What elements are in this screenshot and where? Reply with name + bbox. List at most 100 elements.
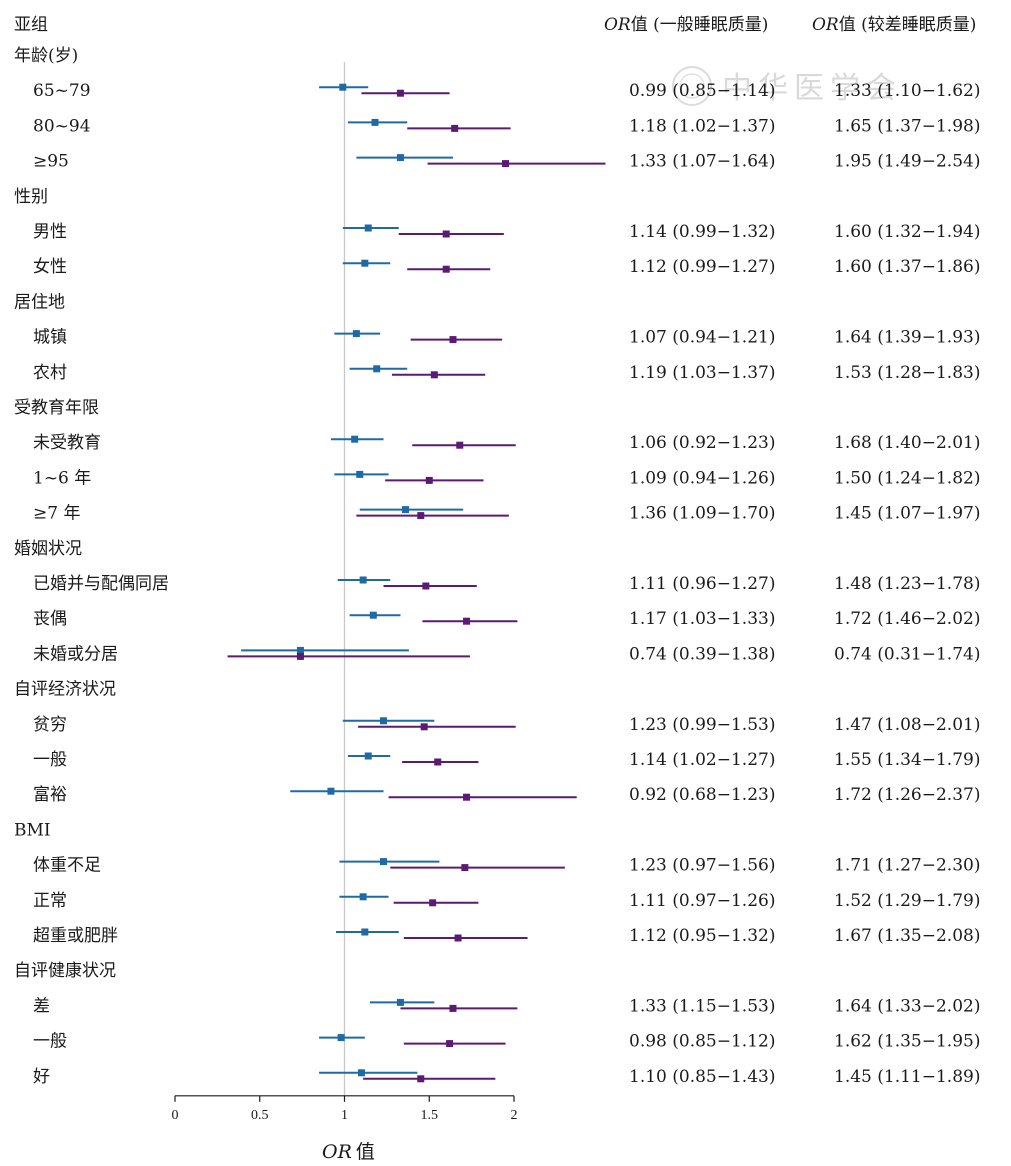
or-poor-header-prefix: OR: [812, 15, 839, 35]
x-tick-label: 0: [172, 1108, 179, 1123]
or-general-header-prefix: OR: [604, 15, 631, 35]
point-general: [361, 259, 369, 267]
point-poor: [463, 793, 471, 801]
group-title: 居住地: [14, 292, 65, 312]
or-general-header: OR值 (一般睡眠质量): [604, 15, 768, 35]
row-label: 1~6 年: [33, 468, 91, 488]
table-row: 超重或肥胖 1.12 (0.95−1.32) 1.67 (1.35−2.08): [33, 926, 980, 946]
table-row: 丧偶 1.17 (1.03−1.33) 1.72 (1.46−2.02): [33, 609, 980, 629]
row-label: 一般: [33, 1032, 67, 1052]
x-tick-label: 1: [341, 1108, 348, 1123]
row-label: 城镇: [33, 328, 67, 348]
table-row: 一般 0.98 (0.85−1.12) 1.62 (1.35−1.95): [33, 1032, 980, 1052]
table-row: 好 1.10 (0.85−1.43) 1.45 (1.11−1.89): [33, 1067, 980, 1087]
or-general-header-text: 值 (一般睡眠质量): [631, 15, 769, 35]
point-poor: [456, 441, 464, 449]
or-poor-value: 1.50 (1.24−1.82): [834, 468, 980, 488]
row-label: 差: [33, 996, 50, 1016]
x-axis-label: OR 值: [322, 1141, 375, 1163]
row-label: 65~79: [33, 81, 91, 101]
or-general-value: 1.33 (1.15−1.53): [629, 996, 775, 1016]
point-general: [396, 998, 404, 1006]
point-general: [379, 717, 387, 725]
or-poor-value: 1.52 (1.29−1.79): [834, 891, 980, 911]
table-row: 体重不足 1.23 (0.97−1.56) 1.71 (1.27−2.30): [33, 856, 980, 876]
table-row: 农村 1.19 (1.03−1.37) 1.53 (1.28−1.83): [33, 363, 980, 383]
or-poor-value: 0.74 (0.31−1.74): [834, 644, 980, 664]
row-label: 体重不足: [33, 856, 101, 876]
point-general: [357, 1069, 365, 1077]
or-poor-value: 1.62 (1.35−1.95): [834, 1032, 980, 1052]
or-general-value: 1.06 (0.92−1.23): [629, 433, 775, 453]
group-title: 年龄(岁): [14, 46, 78, 66]
or-poor-value: 1.68 (1.40−2.01): [834, 433, 980, 453]
or-general-value: 1.12 (0.99−1.27): [629, 257, 775, 277]
point-general: [359, 893, 367, 901]
table-row: ≥7 年 1.36 (1.09−1.70) 1.45 (1.07−1.97): [33, 504, 980, 524]
or-poor-value: 1.53 (1.28−1.83): [834, 363, 980, 383]
point-poor: [442, 230, 450, 238]
point-general: [369, 611, 377, 619]
row-label: 80~94: [33, 116, 91, 136]
or-poor-value: 1.95 (1.49−2.54): [834, 152, 980, 172]
or-general-value: 1.12 (0.95−1.32): [629, 926, 775, 946]
group-title: 自评经济状况: [14, 680, 116, 700]
or-general-value: 1.23 (0.97−1.56): [629, 856, 775, 876]
or-general-value: 1.19 (1.03−1.37): [629, 363, 775, 383]
or-general-value: 1.36 (1.09−1.70): [629, 504, 775, 524]
point-poor: [502, 160, 510, 168]
group-title: 婚姻状况: [14, 539, 82, 559]
point-general: [352, 330, 360, 338]
subgroup-header: 亚组: [14, 15, 48, 35]
or-poor-value: 1.48 (1.23−1.78): [834, 574, 980, 594]
or-general-value: 1.14 (0.99−1.32): [629, 222, 775, 242]
row-label: 正常: [33, 891, 67, 911]
x-axis: 0 0.5 1 1.5 2: [172, 1095, 518, 1123]
table-row: 65~79 0.99 (0.85−1.14) 1.33 (1.10−1.62): [33, 81, 980, 101]
or-poor-header: OR值 (较差睡眠质量): [812, 15, 976, 35]
point-poor: [446, 1040, 454, 1048]
or-general-value: 0.99 (0.85−1.14): [629, 81, 775, 101]
or-poor-value: 1.47 (1.08−2.01): [834, 715, 980, 735]
header: 亚组 OR值 (一般睡眠质量) OR值 (较差睡眠质量): [14, 15, 976, 35]
x-tick-label: 1.5: [421, 1108, 439, 1123]
table-row: 正常 1.11 (0.97−1.26) 1.52 (1.29−1.79): [33, 891, 980, 911]
point-poor: [429, 899, 437, 907]
point-general: [396, 154, 404, 162]
or-poor-value: 1.65 (1.37−1.98): [834, 116, 980, 136]
point-poor: [463, 617, 471, 625]
point-general: [351, 435, 359, 443]
point-general: [337, 1034, 345, 1042]
watermark-layer: 中华医学会: [672, 66, 902, 106]
row-label: 农村: [33, 363, 67, 383]
point-general: [379, 858, 387, 866]
watermark-text: 中华医学会: [722, 71, 902, 106]
point-poor: [422, 582, 430, 590]
table-row: 男性 1.14 (0.99−1.32) 1.60 (1.32−1.94): [33, 222, 980, 242]
or-general-value: 1.10 (0.85−1.43): [629, 1067, 775, 1087]
or-poor-value: 1.45 (1.07−1.97): [834, 504, 980, 524]
point-general: [364, 752, 372, 760]
row-label: 已婚并与配偶同居: [33, 574, 169, 594]
group-title: 自评健康状况: [14, 961, 116, 981]
point-poor: [442, 265, 450, 273]
point-general: [296, 646, 304, 654]
table-row: ≥95 1.33 (1.07−1.64) 1.95 (1.49−2.54): [33, 152, 980, 172]
row-label: 未受教育: [33, 433, 101, 453]
row-label: 女性: [33, 257, 67, 277]
table-row: 富裕 0.92 (0.68−1.23) 1.72 (1.26−2.37): [33, 785, 980, 805]
or-general-value: 1.18 (1.02−1.37): [629, 116, 775, 136]
table-row: 差 1.33 (1.15−1.53) 1.64 (1.33−2.02): [33, 996, 980, 1016]
table-row: 女性 1.12 (0.99−1.27) 1.60 (1.37−1.86): [33, 257, 980, 277]
or-general-value: 1.11 (0.97−1.26): [629, 891, 775, 911]
point-poor: [461, 864, 469, 872]
row-label: 富裕: [33, 785, 67, 805]
point-poor: [454, 934, 462, 942]
point-general: [356, 470, 364, 478]
x-axis-label-prefix: OR: [322, 1141, 352, 1163]
row-label: ≥95: [33, 152, 69, 172]
or-poor-value: 1.45 (1.11−1.89): [834, 1067, 980, 1087]
or-poor-value: 1.64 (1.33−2.02): [834, 996, 980, 1016]
table-row: 一般 1.14 (1.02−1.27) 1.55 (1.34−1.79): [33, 750, 980, 770]
table-row: 未婚或分居 0.74 (0.39−1.38) 0.74 (0.31−1.74): [33, 644, 980, 664]
